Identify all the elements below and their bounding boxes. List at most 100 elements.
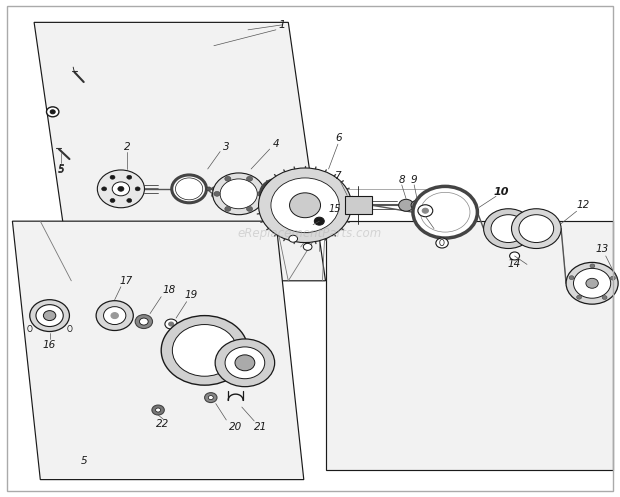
Circle shape: [206, 187, 211, 191]
Circle shape: [289, 235, 298, 242]
Circle shape: [260, 179, 298, 209]
Circle shape: [257, 191, 264, 196]
Circle shape: [110, 175, 115, 179]
Circle shape: [96, 301, 133, 331]
Circle shape: [118, 186, 124, 191]
Text: 16: 16: [43, 340, 56, 350]
Text: 15: 15: [329, 204, 341, 214]
Circle shape: [413, 186, 477, 238]
Circle shape: [420, 192, 470, 232]
Text: 8: 8: [399, 175, 405, 185]
Circle shape: [215, 339, 275, 387]
Polygon shape: [239, 341, 264, 370]
Text: O: O: [439, 239, 445, 248]
Circle shape: [519, 215, 554, 243]
Text: O: O: [66, 325, 73, 334]
Circle shape: [97, 170, 144, 208]
Circle shape: [510, 252, 520, 260]
Circle shape: [211, 187, 216, 191]
Text: 17: 17: [119, 276, 133, 286]
Text: 7: 7: [334, 171, 340, 181]
Circle shape: [484, 209, 533, 248]
Circle shape: [126, 198, 131, 202]
Circle shape: [259, 168, 352, 243]
Circle shape: [247, 176, 253, 181]
Circle shape: [220, 179, 257, 209]
Circle shape: [577, 295, 582, 299]
Text: 10: 10: [494, 187, 508, 197]
Circle shape: [213, 173, 265, 215]
Text: 22: 22: [156, 419, 170, 429]
Circle shape: [110, 198, 115, 202]
Circle shape: [112, 182, 130, 196]
Circle shape: [172, 175, 206, 203]
Circle shape: [111, 313, 118, 319]
Circle shape: [30, 300, 69, 331]
Circle shape: [208, 396, 213, 400]
Circle shape: [303, 244, 312, 250]
Text: 1: 1: [278, 20, 286, 30]
Circle shape: [271, 178, 339, 233]
Circle shape: [224, 206, 231, 211]
Text: eReplacementParts.com: eReplacementParts.com: [238, 227, 382, 240]
Text: 6: 6: [336, 133, 342, 143]
Text: 14: 14: [508, 259, 521, 269]
Circle shape: [235, 355, 255, 371]
Circle shape: [169, 322, 174, 326]
Circle shape: [491, 215, 526, 243]
Circle shape: [610, 276, 615, 280]
Circle shape: [140, 318, 148, 325]
Polygon shape: [326, 221, 613, 470]
Circle shape: [586, 278, 598, 288]
Circle shape: [216, 187, 221, 191]
Circle shape: [175, 178, 203, 200]
Circle shape: [43, 311, 56, 321]
Text: 4: 4: [273, 139, 279, 149]
Circle shape: [422, 208, 428, 213]
Circle shape: [205, 393, 217, 403]
Text: 2: 2: [124, 142, 130, 152]
Circle shape: [314, 217, 324, 225]
Circle shape: [127, 175, 131, 179]
Text: 21: 21: [254, 422, 267, 432]
Circle shape: [590, 264, 595, 268]
Circle shape: [512, 209, 561, 248]
Circle shape: [102, 187, 107, 191]
Circle shape: [50, 110, 55, 114]
Text: 5: 5: [58, 165, 64, 175]
Text: 20: 20: [229, 422, 242, 432]
Text: 5: 5: [81, 456, 87, 466]
Text: 12: 12: [576, 200, 590, 210]
Text: 19: 19: [185, 290, 198, 300]
Polygon shape: [34, 22, 326, 281]
Circle shape: [569, 276, 574, 280]
Text: 18: 18: [162, 285, 175, 295]
Circle shape: [566, 262, 618, 304]
Circle shape: [152, 405, 164, 415]
Circle shape: [290, 193, 321, 218]
Text: 3: 3: [223, 142, 229, 152]
Circle shape: [418, 205, 433, 217]
Circle shape: [36, 305, 63, 327]
Circle shape: [135, 187, 140, 191]
Circle shape: [602, 296, 607, 300]
Circle shape: [574, 268, 611, 298]
Circle shape: [411, 200, 423, 210]
Circle shape: [214, 191, 220, 196]
Circle shape: [399, 199, 414, 211]
Circle shape: [156, 408, 161, 412]
Circle shape: [224, 176, 231, 181]
Circle shape: [172, 325, 237, 376]
Text: 9: 9: [411, 175, 417, 185]
Circle shape: [436, 238, 448, 248]
Circle shape: [104, 307, 126, 325]
Polygon shape: [345, 196, 372, 214]
Text: 5: 5: [58, 164, 64, 174]
Circle shape: [161, 316, 248, 385]
Polygon shape: [12, 221, 304, 480]
Text: 13: 13: [595, 245, 609, 254]
Circle shape: [165, 319, 177, 329]
Circle shape: [46, 107, 59, 117]
Circle shape: [135, 315, 153, 329]
Circle shape: [225, 347, 265, 379]
